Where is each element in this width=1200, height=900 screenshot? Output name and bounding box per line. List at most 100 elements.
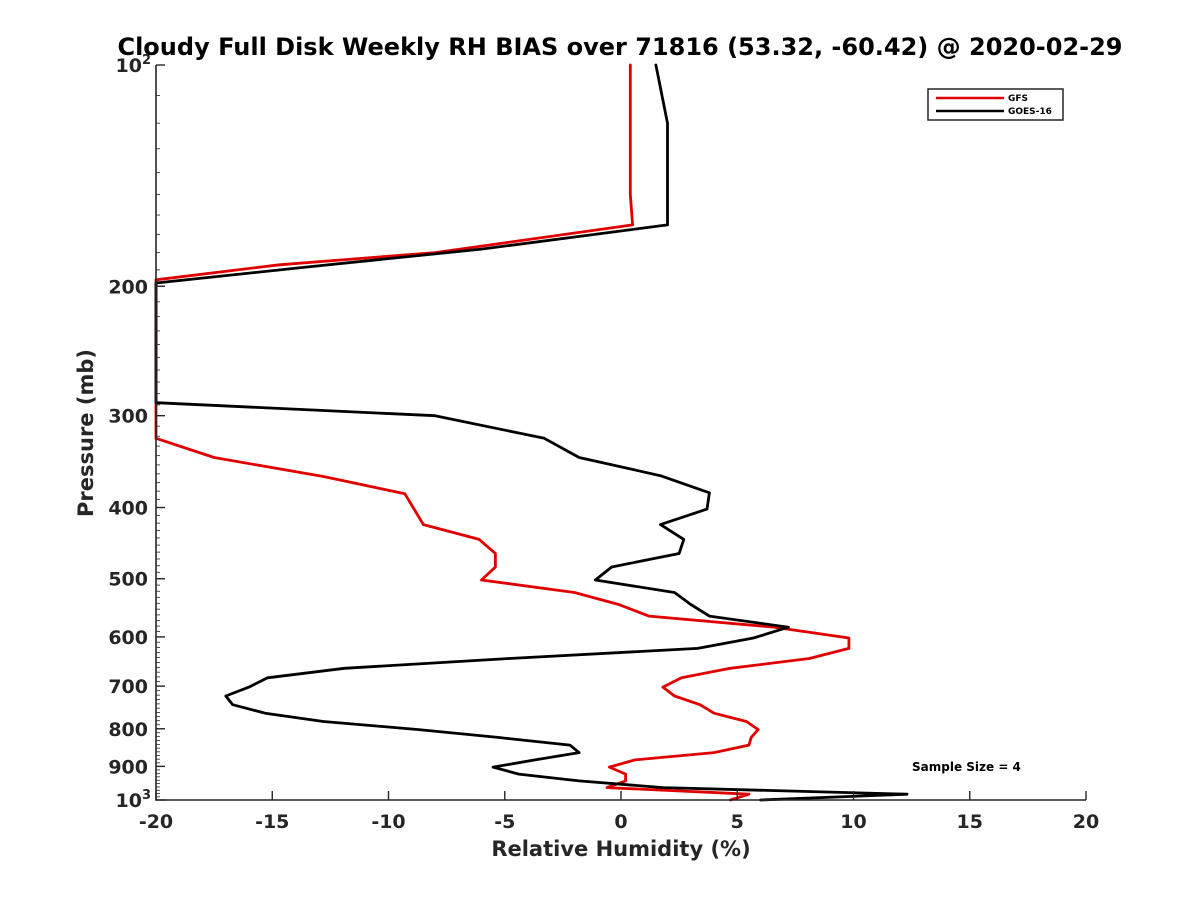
data-point-gfs bbox=[412, 507, 416, 511]
data-point-goes16 bbox=[708, 491, 711, 494]
y-tick-label: 400 bbox=[108, 498, 148, 520]
data-point-goes16 bbox=[231, 703, 234, 706]
data-point-gfs bbox=[680, 676, 683, 679]
data-point-gfs bbox=[605, 786, 609, 789]
data-point-goes16 bbox=[310, 265, 313, 268]
data-point-goes16 bbox=[517, 772, 520, 776]
data-point-gfs bbox=[712, 751, 716, 754]
data-point-gfs bbox=[757, 728, 760, 731]
x-tick-label: 5 bbox=[731, 811, 744, 833]
data-point-goes16 bbox=[577, 751, 581, 754]
data-point-goes16 bbox=[343, 667, 346, 670]
data-point-goes16 bbox=[787, 626, 790, 629]
y-tick-label: 500 bbox=[108, 569, 148, 591]
data-point-goes16 bbox=[224, 694, 227, 698]
y-tick-label: 900 bbox=[108, 756, 148, 778]
data-point-goes16 bbox=[417, 728, 420, 731]
data-point-goes16 bbox=[661, 786, 665, 789]
data-point-goes16 bbox=[673, 591, 676, 594]
data-point-gfs bbox=[747, 793, 751, 796]
data-point-goes16 bbox=[491, 765, 495, 769]
data-point-gfs bbox=[629, 63, 632, 67]
data-point-gfs bbox=[494, 552, 497, 555]
data-point-gfs bbox=[629, 193, 632, 196]
data-point-goes16 bbox=[905, 793, 909, 796]
data-point-gfs bbox=[747, 743, 751, 747]
data-point-gfs bbox=[698, 703, 702, 706]
data-point-gfs bbox=[624, 772, 627, 776]
data-point-goes16 bbox=[666, 122, 669, 125]
data-point-goes16 bbox=[659, 474, 662, 477]
data-point-goes16 bbox=[568, 743, 572, 747]
data-point-goes16 bbox=[654, 63, 658, 67]
data-point-gfs bbox=[647, 614, 651, 618]
data-point-goes16 bbox=[752, 636, 755, 640]
data-point-goes16 bbox=[682, 538, 685, 541]
x-tick-label: 15 bbox=[957, 811, 983, 833]
legend-label-goes16: GOES-16 bbox=[1008, 107, 1052, 117]
data-point-gfs bbox=[212, 456, 216, 459]
data-point-goes16 bbox=[659, 523, 662, 526]
data-point-goes16 bbox=[666, 223, 669, 227]
data-point-gfs bbox=[847, 647, 851, 650]
y-axis-label: Pressure (mb) bbox=[74, 349, 98, 517]
data-point-goes16 bbox=[480, 247, 483, 251]
y-tick-label: 600 bbox=[108, 627, 148, 649]
data-point-gfs bbox=[712, 712, 716, 715]
data-point-goes16 bbox=[705, 507, 709, 511]
data-point-gfs bbox=[278, 263, 281, 266]
legend-label-gfs: GFS bbox=[1008, 94, 1028, 104]
data-point-goes16 bbox=[610, 565, 613, 569]
data-point-gfs bbox=[322, 475, 325, 478]
x-axis-ticks: -20 -15 -10 -5 0 5 10 15 20 bbox=[139, 791, 1099, 833]
data-point-gfs bbox=[673, 694, 676, 698]
data-point-gfs bbox=[422, 523, 425, 526]
data-point-gfs bbox=[631, 223, 634, 227]
data-point-gfs bbox=[633, 758, 637, 762]
sample-size-annotation: Sample Size = 4 bbox=[912, 760, 1021, 774]
data-point-gfs bbox=[617, 603, 620, 606]
chart-title: Cloudy Full Disk Weekly RH BIAS over 718… bbox=[117, 33, 1122, 61]
data-point-gfs bbox=[608, 765, 611, 769]
data-point-goes16 bbox=[594, 578, 597, 582]
data-point-gfs bbox=[573, 591, 576, 594]
data-point-gfs bbox=[847, 636, 851, 640]
x-tick-label: -20 bbox=[139, 811, 173, 833]
x-tick-label: 0 bbox=[614, 811, 627, 833]
legend: GFS GOES-16 bbox=[927, 88, 1064, 121]
data-point-goes16 bbox=[577, 779, 581, 783]
x-tick-label: -5 bbox=[494, 811, 515, 833]
y-tick-label: 700 bbox=[108, 676, 148, 698]
data-point-goes16 bbox=[689, 603, 692, 606]
data-point-goes16 bbox=[677, 552, 681, 555]
x-tick-label: 10 bbox=[840, 811, 866, 833]
data-point-goes16 bbox=[266, 676, 269, 679]
x-tick-label: -15 bbox=[255, 811, 289, 833]
data-point-gfs bbox=[478, 538, 481, 541]
x-tick-label: -10 bbox=[371, 811, 405, 833]
data-point-gfs bbox=[745, 720, 748, 723]
data-point-gfs bbox=[661, 685, 665, 689]
x-axis-label: Relative Humidity (%) bbox=[491, 837, 750, 861]
y-tick-exponent: 3 bbox=[142, 788, 151, 803]
data-point-gfs bbox=[629, 135, 632, 138]
legend-box bbox=[927, 88, 1064, 121]
data-point-goes16 bbox=[696, 647, 699, 650]
y-tick-label: 800 bbox=[108, 719, 148, 741]
x-tick-label: 20 bbox=[1073, 811, 1099, 833]
data-point-gfs bbox=[624, 779, 627, 783]
data-point-gfs bbox=[750, 736, 753, 739]
plot-area: -20 -15 -10 -5 0 5 10 15 20 10 220030040050060070… bbox=[108, 53, 1099, 833]
data-point-goes16 bbox=[543, 437, 546, 440]
data-point-goes16 bbox=[577, 456, 581, 459]
data-point-goes16 bbox=[496, 736, 499, 739]
data-point-gfs bbox=[494, 565, 497, 569]
data-point-gfs bbox=[729, 667, 732, 670]
data-point-gfs bbox=[480, 578, 483, 582]
y-tick-label: 200 bbox=[108, 276, 148, 298]
data-point-goes16 bbox=[322, 720, 325, 723]
data-point-goes16 bbox=[264, 712, 267, 715]
